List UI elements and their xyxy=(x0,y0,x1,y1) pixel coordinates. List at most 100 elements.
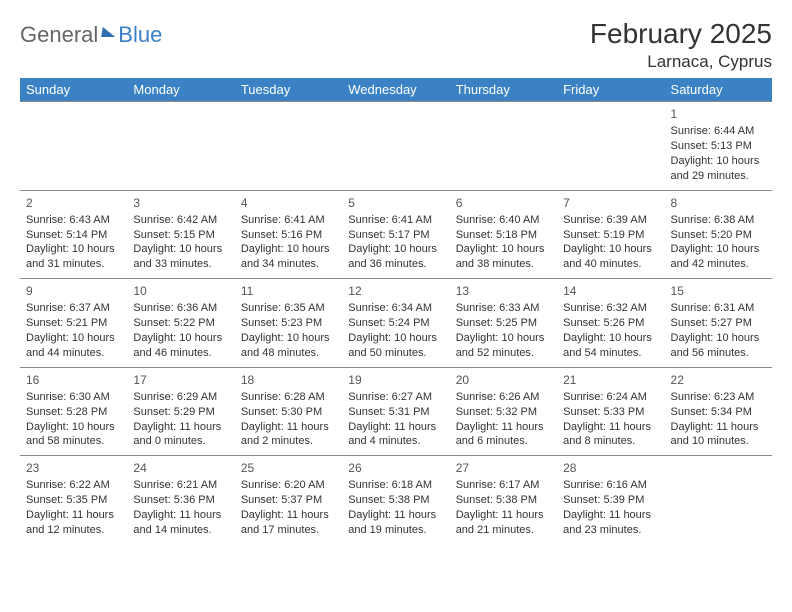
day-number: 27 xyxy=(456,460,551,476)
daylight1-text: Daylight: 11 hours xyxy=(26,508,121,523)
daylight2-text: and 38 minutes. xyxy=(456,257,551,272)
calendar-day-cell xyxy=(557,102,664,191)
sunrise-text: Sunrise: 6:29 AM xyxy=(133,390,228,405)
daylight1-text: Daylight: 10 hours xyxy=(456,242,551,257)
sunset-text: Sunset: 5:39 PM xyxy=(563,493,658,508)
daylight2-text: and 17 minutes. xyxy=(241,523,336,538)
day-number: 28 xyxy=(563,460,658,476)
weekday-header: Wednesday xyxy=(342,78,449,102)
sunrise-text: Sunrise: 6:42 AM xyxy=(133,213,228,228)
daylight1-text: Daylight: 10 hours xyxy=(671,331,766,346)
day-number: 20 xyxy=(456,372,551,388)
sunrise-text: Sunrise: 6:22 AM xyxy=(26,478,121,493)
sunset-text: Sunset: 5:37 PM xyxy=(241,493,336,508)
sunset-text: Sunset: 5:26 PM xyxy=(563,316,658,331)
month-title: February 2025 xyxy=(590,18,772,50)
calendar-day-cell xyxy=(665,456,772,544)
day-number: 21 xyxy=(563,372,658,388)
calendar-day-cell xyxy=(235,102,342,191)
calendar-day-cell: 13Sunrise: 6:33 AMSunset: 5:25 PMDayligh… xyxy=(450,279,557,368)
daylight1-text: Daylight: 11 hours xyxy=(456,508,551,523)
sunrise-text: Sunrise: 6:27 AM xyxy=(348,390,443,405)
calendar-body: 1Sunrise: 6:44 AMSunset: 5:13 PMDaylight… xyxy=(20,102,772,544)
daylight2-text: and 46 minutes. xyxy=(133,346,228,361)
calendar-day-cell: 8Sunrise: 6:38 AMSunset: 5:20 PMDaylight… xyxy=(665,190,772,279)
sunrise-text: Sunrise: 6:37 AM xyxy=(26,301,121,316)
calendar-day-cell: 9Sunrise: 6:37 AMSunset: 5:21 PMDaylight… xyxy=(20,279,127,368)
daylight1-text: Daylight: 11 hours xyxy=(671,420,766,435)
calendar-week-row: 2Sunrise: 6:43 AMSunset: 5:14 PMDaylight… xyxy=(20,190,772,279)
sunset-text: Sunset: 5:36 PM xyxy=(133,493,228,508)
sunset-text: Sunset: 5:27 PM xyxy=(671,316,766,331)
day-number: 6 xyxy=(456,195,551,211)
sunrise-text: Sunrise: 6:35 AM xyxy=(241,301,336,316)
sunrise-text: Sunrise: 6:21 AM xyxy=(133,478,228,493)
daylight2-text: and 10 minutes. xyxy=(671,434,766,449)
sunset-text: Sunset: 5:24 PM xyxy=(348,316,443,331)
daylight2-text: and 56 minutes. xyxy=(671,346,766,361)
daylight2-text: and 58 minutes. xyxy=(26,434,121,449)
day-number: 13 xyxy=(456,283,551,299)
sunset-text: Sunset: 5:13 PM xyxy=(671,139,766,154)
day-number: 9 xyxy=(26,283,121,299)
daylight1-text: Daylight: 10 hours xyxy=(26,242,121,257)
brand-logo: General Blue xyxy=(20,18,162,48)
calendar-day-cell: 11Sunrise: 6:35 AMSunset: 5:23 PMDayligh… xyxy=(235,279,342,368)
weekday-header: Thursday xyxy=(450,78,557,102)
weekday-header: Tuesday xyxy=(235,78,342,102)
daylight2-text: and 31 minutes. xyxy=(26,257,121,272)
day-number: 15 xyxy=(671,283,766,299)
sunrise-text: Sunrise: 6:18 AM xyxy=(348,478,443,493)
calendar-day-cell: 6 Sunrise: 6:40 AMSunset: 5:18 PMDaylight… xyxy=(450,190,557,279)
sunrise-text: Sunrise: 6:34 AM xyxy=(348,301,443,316)
day-number: 4 xyxy=(241,195,336,211)
sunrise-text: Sunrise: 6:23 AM xyxy=(671,390,766,405)
brand-part1: General xyxy=(20,22,98,48)
day-number: 23 xyxy=(26,460,121,476)
sunrise-text: Sunrise: 6:24 AM xyxy=(563,390,658,405)
location-label: Larnaca, Cyprus xyxy=(590,52,772,72)
brand-part2: Blue xyxy=(118,22,162,48)
sunrise-text: Sunrise: 6:32 AM xyxy=(563,301,658,316)
sunrise-text: Sunrise: 6:40 AM xyxy=(456,213,551,228)
calendar-day-cell: 21Sunrise: 6:24 AMSunset: 5:33 PMDayligh… xyxy=(557,367,664,456)
sunset-text: Sunset: 5:18 PM xyxy=(456,228,551,243)
sunset-text: Sunset: 5:14 PM xyxy=(26,228,121,243)
sunrise-text: Sunrise: 6:26 AM xyxy=(456,390,551,405)
daylight1-text: Daylight: 11 hours xyxy=(563,508,658,523)
day-number: 16 xyxy=(26,372,121,388)
day-number: 22 xyxy=(671,372,766,388)
calendar-week-row: 9Sunrise: 6:37 AMSunset: 5:21 PMDaylight… xyxy=(20,279,772,368)
daylight2-text: and 44 minutes. xyxy=(26,346,121,361)
day-number: 12 xyxy=(348,283,443,299)
brand-triangle-icon xyxy=(101,27,117,37)
sunrise-text: Sunrise: 6:44 AM xyxy=(671,124,766,139)
day-number: 19 xyxy=(348,372,443,388)
daylight2-text: and 14 minutes. xyxy=(133,523,228,538)
daylight1-text: Daylight: 10 hours xyxy=(671,154,766,169)
daylight2-text: and 54 minutes. xyxy=(563,346,658,361)
daylight1-text: Daylight: 10 hours xyxy=(348,331,443,346)
calendar-day-cell: 16Sunrise: 6:30 AMSunset: 5:28 PMDayligh… xyxy=(20,367,127,456)
day-number: 25 xyxy=(241,460,336,476)
daylight1-text: Daylight: 10 hours xyxy=(671,242,766,257)
daylight2-text: and 0 minutes. xyxy=(133,434,228,449)
daylight2-text: and 34 minutes. xyxy=(241,257,336,272)
calendar-day-cell: 1Sunrise: 6:44 AMSunset: 5:13 PMDaylight… xyxy=(665,102,772,191)
sunset-text: Sunset: 5:22 PM xyxy=(133,316,228,331)
weekday-header: Monday xyxy=(127,78,234,102)
daylight1-text: Daylight: 10 hours xyxy=(133,331,228,346)
day-number: 17 xyxy=(133,372,228,388)
calendar-table: SundayMondayTuesdayWednesdayThursdayFrid… xyxy=(20,78,772,544)
sunset-text: Sunset: 5:25 PM xyxy=(456,316,551,331)
day-number: 14 xyxy=(563,283,658,299)
header: General Blue February 2025 Larnaca, Cypr… xyxy=(20,18,772,72)
day-number: 24 xyxy=(133,460,228,476)
sunrise-text: Sunrise: 6:31 AM xyxy=(671,301,766,316)
daylight2-text: and 6 minutes. xyxy=(456,434,551,449)
sunrise-text: Sunrise: 6:16 AM xyxy=(563,478,658,493)
daylight2-text: and 52 minutes. xyxy=(456,346,551,361)
sunrise-text: Sunrise: 6:43 AM xyxy=(26,213,121,228)
calendar-day-cell: 28 Sunrise: 6:16 AMSunset: 5:39 PMDayligh… xyxy=(557,456,664,544)
daylight1-text: Daylight: 10 hours xyxy=(26,420,121,435)
